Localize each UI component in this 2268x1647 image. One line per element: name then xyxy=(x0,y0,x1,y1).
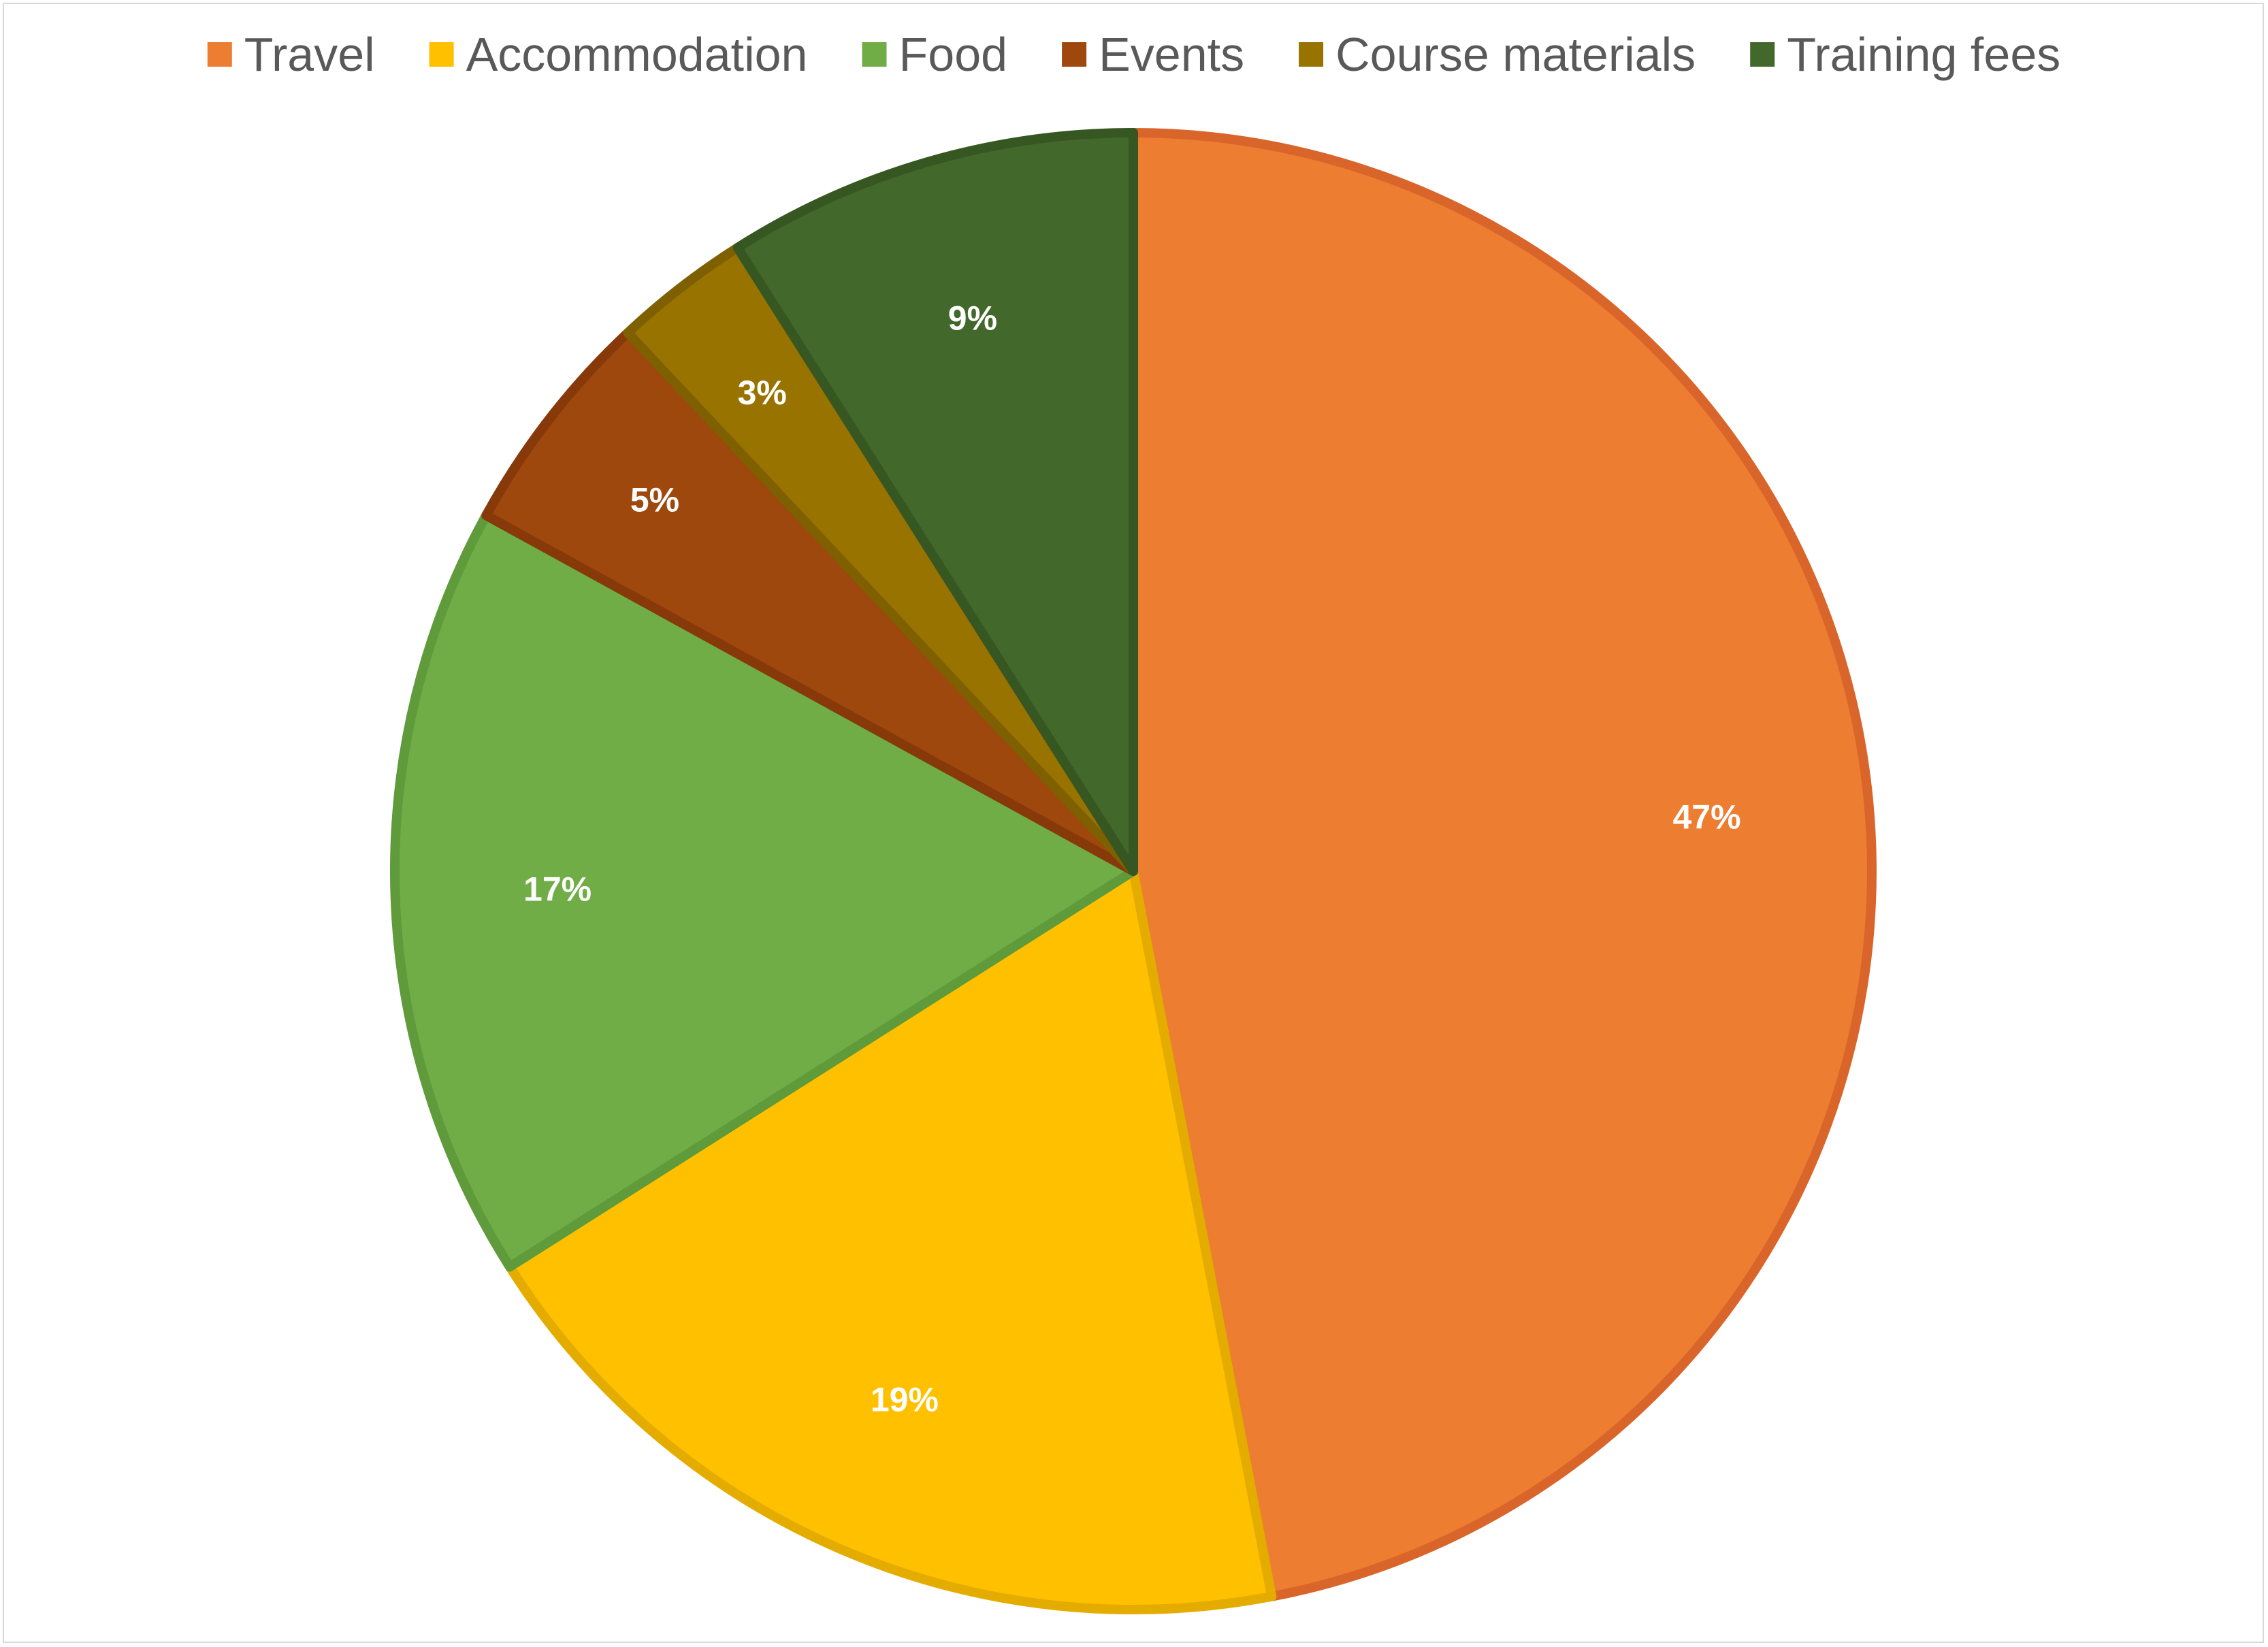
legend-item-food[interactable]: Food xyxy=(862,28,1008,81)
pie-slice-food[interactable] xyxy=(390,510,1138,1272)
pie-slice-events[interactable] xyxy=(481,328,1138,876)
legend-item-accommodation[interactable]: Accommodation xyxy=(429,28,808,81)
legend-label-events: Events xyxy=(1099,28,1244,81)
legend-label-accommodation: Accommodation xyxy=(466,28,808,81)
pie-slice-training-fees[interactable] xyxy=(732,128,1138,876)
pie-slice-accommodation[interactable] xyxy=(504,866,1277,1614)
data-label-training-fees: 9% xyxy=(948,299,997,337)
legend-swatch-course-materials xyxy=(1299,42,1324,67)
data-label-food: 17% xyxy=(523,870,592,909)
legend-label-food: Food xyxy=(899,28,1008,81)
legend-swatch-training-fees xyxy=(1750,42,1775,67)
pie-slices xyxy=(390,128,1877,1614)
legend-label-course-materials: Course materials xyxy=(1335,28,1696,81)
legend-swatch-accommodation xyxy=(429,42,454,67)
pie-slice-travel[interactable] xyxy=(1129,128,1877,1601)
legend: Travel Accommodation Food Events Course mate… xyxy=(207,28,2060,81)
legend-label-training-fees: Training fees xyxy=(1787,28,2060,81)
legend-swatch-events xyxy=(1062,42,1087,67)
data-label-course-materials: 3% xyxy=(738,374,787,412)
data-label-travel: 47% xyxy=(1672,798,1740,836)
data-label-events: 5% xyxy=(630,481,679,519)
legend-swatch-travel xyxy=(207,42,232,67)
legend-item-events[interactable]: Events xyxy=(1062,28,1244,81)
legend-label-travel: Travel xyxy=(244,28,375,81)
data-labels: 47% 19% 17% 5% 3% 9% xyxy=(523,299,1740,1418)
legend-item-training-fees[interactable]: Training fees xyxy=(1750,28,2060,81)
legend-item-travel[interactable]: Travel xyxy=(207,28,375,81)
legend-item-course-materials[interactable]: Course materials xyxy=(1299,28,1696,81)
data-label-accommodation: 19% xyxy=(871,1381,939,1419)
legend-swatch-food xyxy=(862,42,887,67)
